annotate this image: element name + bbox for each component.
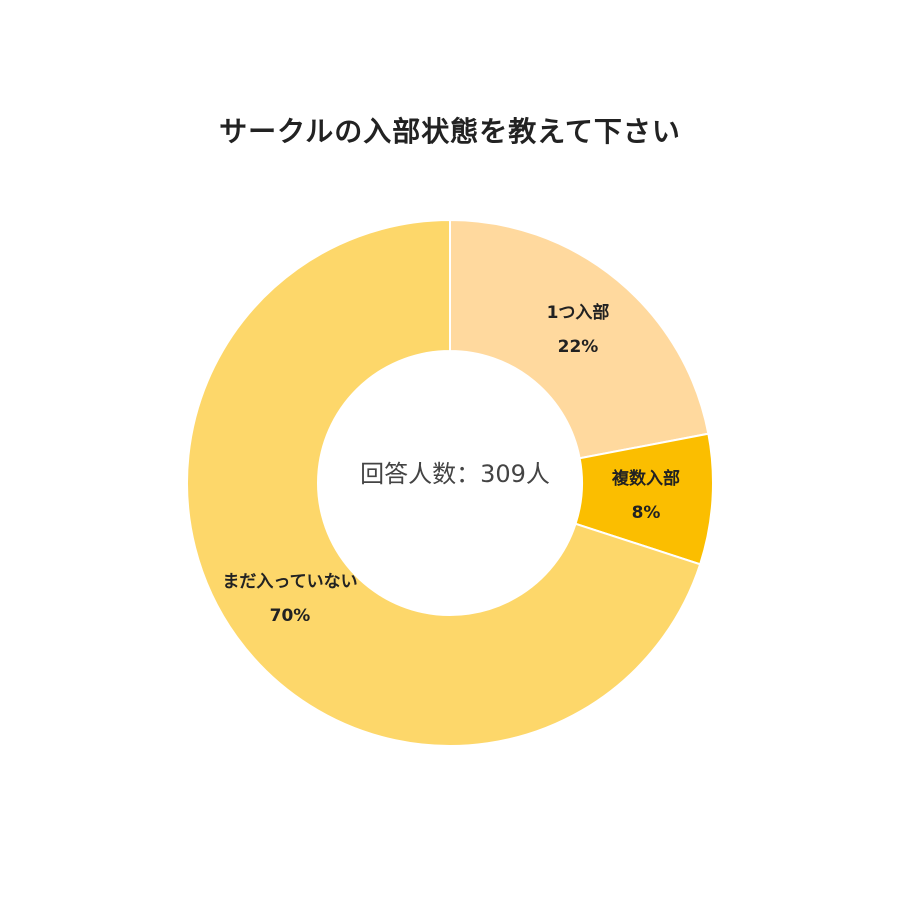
slice-label-2: まだ入っていない	[222, 572, 357, 592]
slice-2	[186, 218, 702, 747]
slice-value-1: 8%	[632, 503, 661, 523]
center-label: 回答人数：309人	[360, 460, 550, 488]
slice-0	[449, 218, 710, 460]
slice-value-0: 22%	[558, 337, 599, 357]
slice-value-2: 70%	[270, 606, 311, 626]
slice-label-1: 複数入部	[611, 468, 680, 489]
chart-title: サークルの入部状態を教えて下さい	[219, 115, 681, 148]
slice-label-0: 1つ入部	[547, 302, 610, 323]
